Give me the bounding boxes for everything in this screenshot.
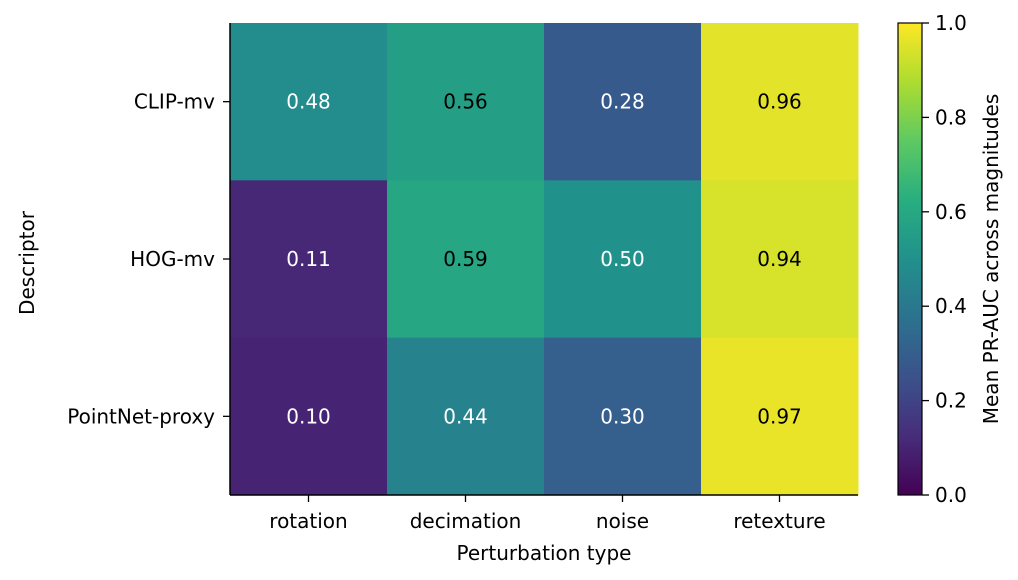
x-tick-label: noise: [596, 509, 649, 533]
colorbar-label: Mean PR-AUC across magnitudes: [979, 94, 1003, 425]
heatmap-cell: [544, 23, 702, 181]
heatmap-cell: [544, 337, 702, 496]
colorbar-tick-label: 0.8: [935, 105, 967, 129]
heatmap-cell: [387, 337, 545, 496]
heatmap-cell: [701, 180, 859, 339]
cell-value-label: 0.96: [757, 90, 802, 114]
heatmap-cell: [230, 180, 388, 339]
x-axis-ticks: rotation decimation noise retexture: [269, 495, 826, 533]
colorbar-tick-label: 0.4: [935, 294, 967, 318]
colorbar-tick-label: 1.0: [935, 11, 967, 35]
y-axis-ticks: CLIP-mv HOG-mv PointNet-proxy: [67, 90, 230, 428]
heatmap-cell: [230, 337, 388, 496]
cell-value-label: 0.44: [443, 404, 488, 428]
cell-value-label: 0.11: [286, 247, 331, 271]
cell-value-label: 0.30: [600, 404, 645, 428]
colorbar-tick-label: 0.2: [935, 389, 967, 413]
cell-value-label: 0.59: [443, 247, 488, 271]
x-tick-label: retexture: [733, 509, 825, 533]
heatmap-cell: [387, 180, 545, 339]
y-tick-label: CLIP-mv: [134, 90, 215, 114]
cell-value-label: 0.94: [757, 247, 802, 271]
cell-value-label: 0.48: [286, 90, 331, 114]
cell-value-label: 0.10: [286, 404, 331, 428]
heatmap-cells: [230, 23, 859, 496]
x-tick-label: decimation: [410, 509, 522, 533]
heatmap-cell: [230, 23, 388, 181]
y-axis-title: Descriptor: [15, 210, 39, 315]
x-tick-label: rotation: [269, 509, 347, 533]
heatmap-cell: [544, 180, 702, 339]
heatmap-cell: [701, 23, 859, 181]
cell-value-label: 0.97: [757, 404, 802, 428]
cell-value-labels: 0.48 0.56 0.28 0.96 0.11 0.59 0.50 0.94 0.10 0.44…: [286, 90, 802, 429]
y-tick-label: HOG-mv: [130, 247, 215, 271]
colorbar-tick-label: 0.6: [935, 200, 967, 224]
cell-value-label: 0.56: [443, 90, 488, 114]
heatmap-cell: [701, 337, 859, 496]
colorbar-ticks: 0.0 0.2 0.4 0.6 0.8 1.0: [922, 11, 967, 507]
x-axis-title: Perturbation type: [457, 541, 632, 565]
colorbar-tick-label: 0.0: [935, 483, 967, 507]
heatmap-cell: [387, 23, 545, 181]
colorbar-gradient: [897, 22, 923, 496]
cell-value-label: 0.28: [600, 90, 645, 114]
y-tick-label: PointNet-proxy: [67, 404, 215, 428]
cell-value-label: 0.50: [600, 247, 645, 271]
colorbar: 0.0 0.2 0.4 0.6 0.8 1.0 Mean PR-AUC across ma…: [897, 11, 1003, 507]
